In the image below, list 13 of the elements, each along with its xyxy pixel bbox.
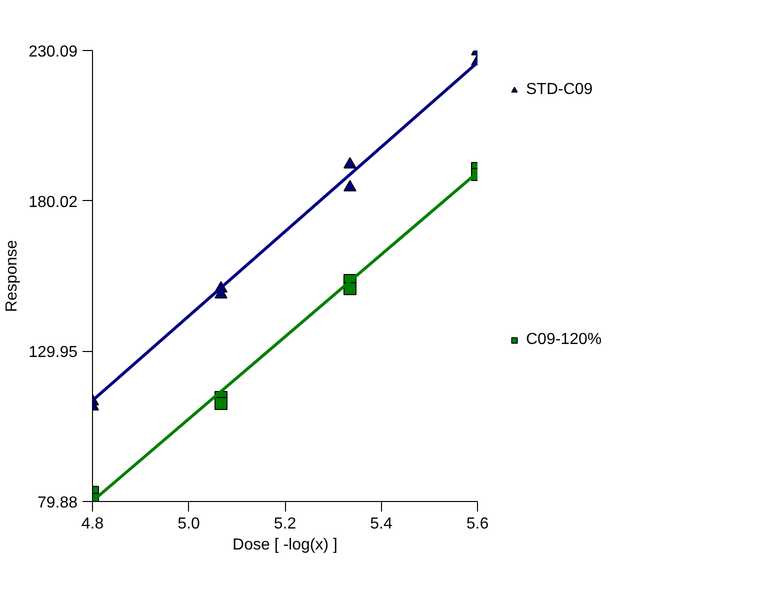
legend-label: C09-120%: [526, 331, 602, 349]
x-tick-label: 4.8: [81, 516, 104, 532]
x-axis-title: Dose [ -log(x) ]: [232, 536, 338, 554]
x-tick-label: 5.4: [370, 516, 392, 532]
y-tick-label: 180.02: [28, 194, 78, 211]
x-tick-label: 5.0: [178, 516, 200, 532]
x-tick-label: 5.6: [466, 516, 489, 532]
x-tick-label: 5.2: [274, 516, 296, 532]
y-tick-label: 230.09: [28, 44, 78, 60]
y-tick-label: 129.95: [28, 344, 78, 362]
y-axis-title: Response: [4, 240, 21, 312]
y-tick-label: 79.88: [37, 494, 78, 512]
legend-label: STD-C09: [526, 81, 593, 99]
